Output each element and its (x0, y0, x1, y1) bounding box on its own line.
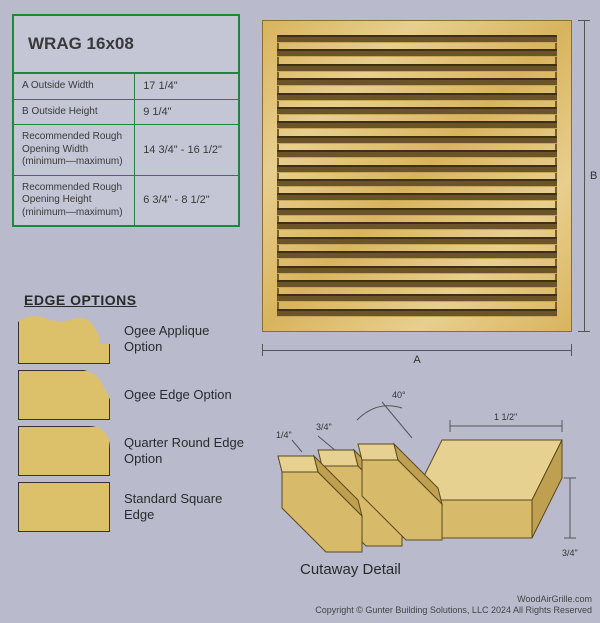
edge-heading: EDGE OPTIONS (24, 292, 250, 308)
grille-slat (277, 107, 557, 115)
grille-slat (277, 136, 557, 144)
top-width-dim: 1 1/2" (450, 412, 562, 432)
edge-list: Ogee Applique Option Ogee Edge Option Quar… (18, 314, 250, 532)
edge-options: EDGE OPTIONS Ogee Applique Option Ogee Ed… (18, 292, 250, 532)
grille-slat (277, 49, 557, 57)
grille-slat (277, 93, 557, 101)
grille-slat (277, 309, 557, 317)
spec-label: B Outside Height (14, 100, 135, 125)
grille-slat (277, 208, 557, 216)
spec-label: A Outside Width (14, 74, 135, 99)
spec-value: 9 1/4" (135, 100, 238, 125)
spec-rows: A Outside Width17 1/4"B Outside Height9 … (14, 74, 238, 225)
grille-slat (277, 222, 557, 230)
spec-table: WRAG 16x08 A Outside Width17 1/4"B Outsi… (12, 14, 240, 227)
svg-text:40°: 40° (392, 390, 406, 400)
edge-label: Quarter Round Edge Option (124, 435, 250, 468)
grille-slat (277, 150, 557, 158)
grille-slat (277, 64, 557, 72)
dimension-a: A (262, 344, 572, 364)
edge-shape (18, 314, 110, 364)
height-dim: 3/4" (562, 478, 578, 558)
grille-slats (277, 35, 557, 317)
grille-slat (277, 251, 557, 259)
svg-text:1/4": 1/4" (276, 430, 292, 440)
cutaway-detail: 40° 1/4" 3/4" 1 1/2" (262, 380, 584, 600)
dimension-a-label: A (413, 354, 420, 366)
spec-label: Recommended Rough Opening Height (minimu… (14, 176, 135, 226)
edge-option: Ogee Edge Option (18, 370, 250, 420)
spec-title: WRAG 16x08 (14, 16, 238, 74)
spec-row: B Outside Height9 1/4" (14, 99, 238, 125)
edge-option: Standard Square Edge (18, 482, 250, 532)
grille-slat (277, 280, 557, 288)
grille-slat (277, 121, 557, 129)
grille-slat (277, 294, 557, 302)
grille-slat (277, 237, 557, 245)
spec-row: A Outside Width17 1/4" (14, 74, 238, 99)
cutaway-title: Cutaway Detail (300, 561, 401, 578)
svg-text:1 1/2": 1 1/2" (494, 412, 517, 422)
edge-label: Standard Square Edge (124, 491, 250, 524)
edge-shape (18, 482, 110, 532)
angle-callout: 40° (357, 390, 412, 438)
footer-site: WoodAirGrille.com (315, 594, 592, 606)
spec-row: Recommended Rough Opening Height (minimu… (14, 175, 238, 226)
svg-text:3/4": 3/4" (316, 422, 332, 432)
spec-label: Recommended Rough Opening Width (minimum… (14, 125, 135, 175)
svg-text:3/4": 3/4" (562, 548, 578, 558)
spec-value: 6 3/4" - 8 1/2" (135, 176, 238, 226)
grille-slat (277, 179, 557, 187)
cutaway-block (278, 440, 562, 552)
edge-shape (18, 370, 110, 420)
spec-value: 17 1/4" (135, 74, 238, 99)
dimension-b: B (578, 20, 596, 332)
edge-label: Ogee Applique Option (124, 323, 250, 356)
spec-value: 14 3/4" - 16 1/2" (135, 125, 238, 175)
spec-row: Recommended Rough Opening Width (minimum… (14, 124, 238, 175)
grille-slat (277, 78, 557, 86)
edge-option: Quarter Round Edge Option (18, 426, 250, 476)
grille-slat (277, 266, 557, 274)
dimension-b-label: B (590, 170, 597, 182)
edge-label: Ogee Edge Option (124, 387, 232, 403)
footer-copyright: Copyright © Gunter Building Solutions, L… (315, 605, 592, 617)
grille-slat (277, 193, 557, 201)
grille-slat (277, 35, 557, 43)
edge-option: Ogee Applique Option (18, 314, 250, 364)
footer: WoodAirGrille.com Copyright © Gunter Bui… (315, 594, 592, 617)
grille-illustration (262, 20, 572, 332)
grille-slat (277, 165, 557, 173)
edge-shape (18, 426, 110, 476)
